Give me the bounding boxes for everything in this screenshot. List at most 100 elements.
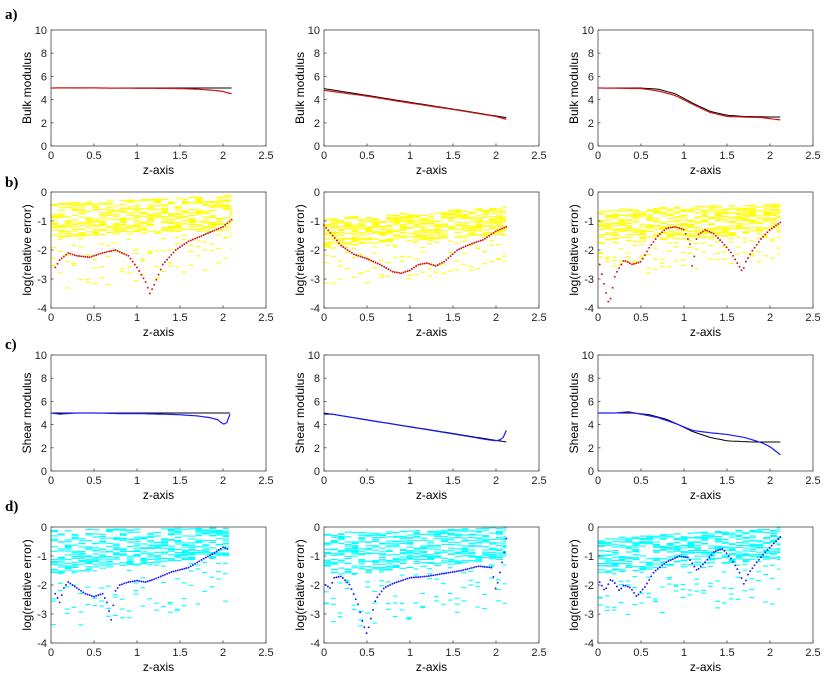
data-point [747, 573, 750, 576]
y-tick-label: 6 [314, 71, 320, 83]
y-tick-label: 2 [41, 443, 47, 455]
data-point [187, 566, 190, 569]
data-point [622, 584, 625, 587]
data-point [434, 573, 437, 576]
data-point [410, 268, 413, 270]
data-point [458, 569, 460, 572]
data-point [69, 582, 72, 585]
axes-frame-a2 [323, 29, 540, 147]
panel-b3: 0 0.5 1 1.5 2 2.5 -4 -3 -2 -1 0 z-axis log(relative … [567, 187, 821, 339]
x-tick-label: 2 [493, 312, 499, 324]
data-point [181, 568, 184, 571]
y-tick-label: -3 [37, 274, 47, 286]
data-point [65, 584, 67, 586]
y-tick-label: 0 [588, 141, 594, 153]
data-point [365, 632, 368, 635]
data-point [62, 586, 65, 589]
data-point [428, 262, 431, 265]
data-point [138, 580, 141, 582]
y-tick-label: 4 [314, 420, 320, 432]
data-point [648, 578, 651, 581]
data-point [408, 269, 411, 272]
data-point [114, 589, 117, 592]
data-point [661, 231, 664, 234]
x-tick-label: 0.5 [359, 312, 374, 324]
data-point [635, 262, 638, 265]
data-point [766, 231, 769, 234]
data-point [471, 242, 473, 245]
data-point [112, 249, 115, 252]
data-point [663, 562, 666, 565]
data-point [56, 262, 59, 265]
data-point [219, 226, 222, 229]
x-tick-label: 0 [321, 312, 327, 324]
data-point [706, 558, 709, 561]
series-line-estimate [324, 413, 507, 442]
y-tick-label: 0 [588, 466, 594, 478]
data-point [742, 582, 745, 585]
data-point [464, 245, 467, 248]
data-point [710, 553, 713, 556]
data-point [479, 565, 482, 568]
data-point [133, 263, 136, 266]
data-point [151, 288, 154, 291]
x-tick-label: 2.5 [258, 150, 273, 162]
data-point [639, 260, 642, 263]
data-point [723, 243, 726, 246]
data-point [682, 228, 685, 231]
data-point [498, 228, 501, 231]
data-point [680, 555, 683, 558]
data-point [460, 569, 463, 572]
x-tick-label: 2.5 [258, 647, 273, 659]
y-tick-label: 0 [314, 187, 320, 199]
data-point [631, 263, 633, 266]
data-point [367, 626, 370, 629]
data-point [215, 550, 218, 553]
data-point [652, 571, 655, 574]
data-point [393, 271, 396, 274]
data-point [354, 598, 357, 601]
data-point [430, 574, 433, 577]
y-tick-label: -3 [310, 609, 320, 621]
data-point [163, 573, 166, 576]
y-axis-label: log(relative error) [567, 204, 581, 295]
data-point [598, 581, 601, 584]
data-point [639, 591, 642, 593]
data-point [101, 592, 104, 595]
y-tick-label: 8 [41, 48, 47, 60]
data-point [719, 239, 722, 242]
y-tick-label: 0 [588, 187, 594, 199]
data-point [620, 263, 623, 266]
data-point [183, 567, 186, 570]
data-point [400, 579, 402, 582]
data-point [475, 565, 478, 568]
data-point [736, 262, 739, 265]
data-point [86, 256, 89, 258]
data-point [166, 572, 169, 575]
data-point [721, 547, 724, 550]
data-point [695, 568, 698, 571]
data-point [108, 610, 110, 613]
data-point [348, 583, 351, 586]
panel-a2: 0 0.5 1 1.5 2 2.5 0 2 4 6 8 10 z-axis Bulk modulus [293, 25, 547, 177]
data-point [650, 243, 653, 246]
data-point [447, 571, 450, 574]
y-tick-label: -1 [584, 216, 594, 228]
data-point [380, 590, 383, 593]
series-line-estimate [598, 87, 781, 121]
data-point [211, 553, 214, 556]
data-point [637, 261, 640, 264]
data-point [368, 258, 370, 261]
data-point [123, 252, 126, 255]
data-point [760, 238, 762, 240]
y-tick-label: 10 [35, 25, 47, 37]
data-point [355, 254, 358, 256]
data-point [108, 250, 111, 253]
x-tick-label: 1.5 [445, 647, 460, 659]
data-point [183, 243, 186, 246]
panel-c3: 0 0.5 1 1.5 2 2.5 0 2 4 6 8 10 z-axis Shear modulus [567, 350, 821, 502]
data-point [172, 570, 175, 573]
data-point [607, 300, 610, 303]
data-point [432, 264, 435, 267]
data-point [181, 244, 184, 247]
